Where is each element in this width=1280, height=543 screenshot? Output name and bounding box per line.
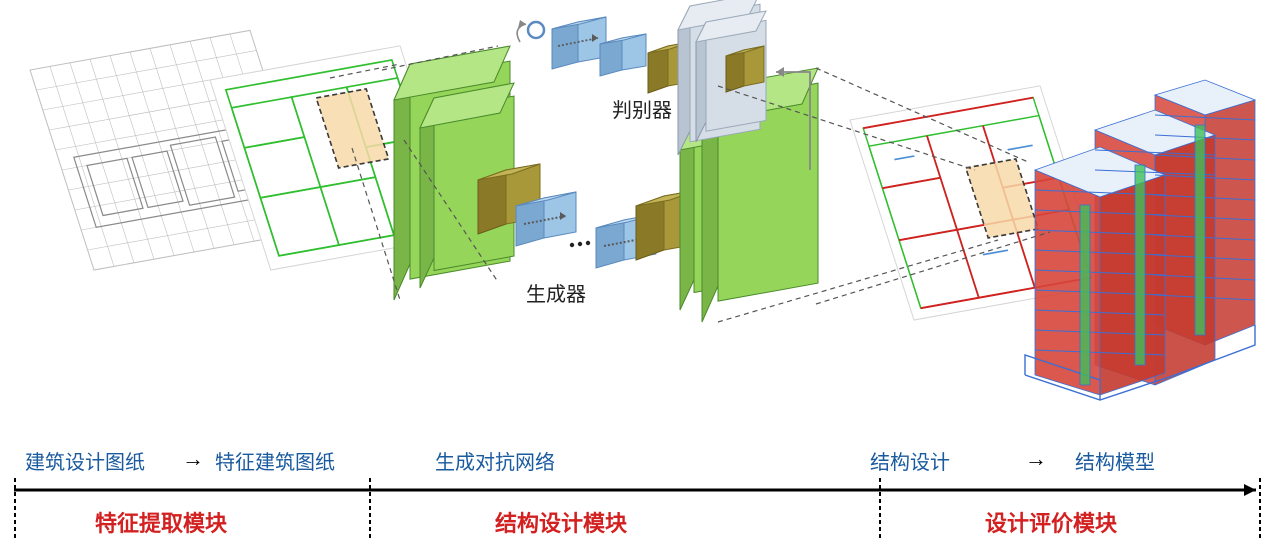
disc-input-circle [528, 22, 544, 38]
discriminator-label: 判别器 [612, 94, 672, 123]
output-floorplan [850, 86, 1104, 320]
module-label-3: 设计评价模块 [985, 506, 1117, 538]
building-model [1025, 80, 1255, 400]
input-highlight [316, 89, 388, 168]
diagram-canvas: 建筑设计图纸 → 特征建筑图纸 生成对抗网络 结构设计 → 结构模型 特征提取模… [0, 0, 1280, 543]
discriminator [517, 0, 810, 170]
blueprint-drawing [30, 30, 314, 270]
projection-lines [330, 46, 1050, 322]
generator-label: 生成器 [526, 278, 586, 307]
feature-floorplan [210, 46, 461, 270]
stage-label-1: 建筑设计图纸 [25, 446, 145, 475]
flow-arrow-icon: → [182, 446, 204, 472]
stage-label-4: 结构设计 [870, 446, 950, 475]
bottleneck-ellipsis [570, 241, 590, 247]
module-label-2: 结构设计模块 [495, 506, 627, 538]
output-highlight [966, 159, 1038, 238]
timeline-arrowhead [1244, 484, 1256, 496]
flow-arrow-icon: → [1025, 446, 1047, 472]
stage-label-5: 结构模型 [1075, 446, 1155, 475]
generator-encoder [394, 46, 576, 300]
stage-label-3: 生成对抗网络 [435, 446, 555, 475]
module-label-1: 特征提取模块 [95, 506, 227, 538]
stage-label-2: 特征建筑图纸 [215, 446, 335, 475]
